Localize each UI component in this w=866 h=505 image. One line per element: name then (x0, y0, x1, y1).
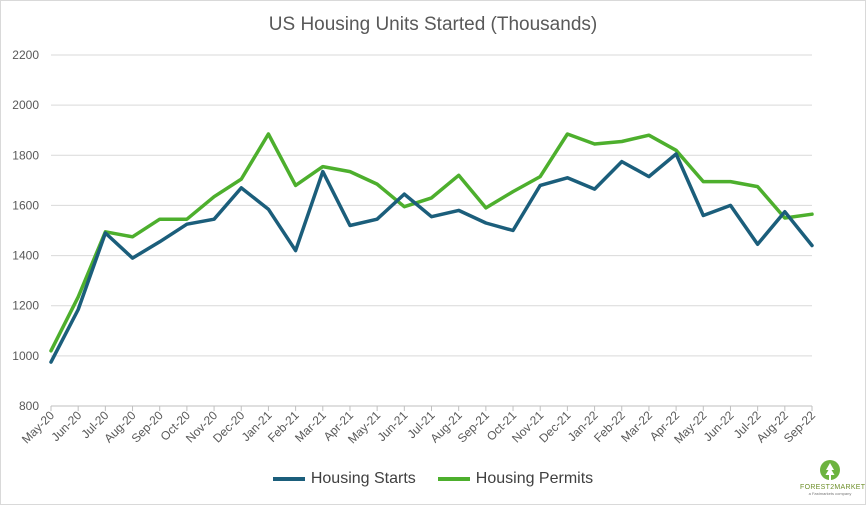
series-lines (49, 132, 814, 364)
x-tick-label: Sep-22 (781, 408, 818, 445)
legend-label-starts: Housing Starts (310, 470, 416, 487)
y-axis-ticks: 800 1000 1200 1400 1600 1800 2000 2200 (12, 48, 39, 413)
x-tick-label: Mar-21 (292, 408, 329, 445)
series-line-housing-starts (49, 152, 814, 364)
legend-label-permits: Housing Permits (475, 470, 594, 487)
x-tick-label: Dec-20 (210, 408, 247, 445)
chart-title: US Housing Units Started (Thousands) (268, 14, 598, 35)
x-tick-label: Sep-20 (129, 408, 166, 445)
x-tick-label: May-20 (19, 408, 57, 446)
x-tick-label: Jun-20 (48, 408, 84, 444)
y-tick-label: 1200 (12, 299, 39, 313)
series-line-housing-permits (49, 132, 814, 353)
x-axis-ticks: May-20Jun-20Jul-20Aug-20Sep-20Oct-20Nov-… (19, 406, 818, 446)
y-tick-label: 2200 (12, 48, 39, 62)
y-tick-label: 1600 (12, 198, 39, 212)
x-tick-label: Mar-22 (618, 408, 655, 445)
x-tick-label: Dec-21 (536, 408, 573, 445)
legend-swatch-starts (272, 477, 305, 481)
x-tick-label: Jun-21 (375, 408, 411, 444)
x-tick-label: Sep-21 (455, 408, 492, 445)
legend: Housing Starts Housing Permits (0, 470, 866, 488)
x-tick-label: Jun-22 (701, 408, 737, 444)
tree-icon (820, 460, 840, 480)
y-tick-label: 2000 (12, 98, 39, 112)
logo-tagline: a Fastmarkets company (808, 491, 852, 496)
y-tick-label: 1400 (12, 249, 39, 263)
legend-item-housing-starts[interactable]: Housing Starts (272, 470, 416, 488)
forest2market-logo: FOREST2MARKET a Fastmarkets company (800, 460, 866, 500)
legend-swatch-permits (437, 477, 470, 481)
y-tick-label: 800 (19, 399, 39, 413)
y-tick-label: 1800 (12, 148, 39, 162)
gridlines (51, 54, 812, 407)
y-tick-label: 1000 (12, 349, 39, 363)
legend-item-housing-permits[interactable]: Housing Permits (437, 470, 594, 488)
logo-name: FOREST2MARKET (800, 484, 866, 491)
